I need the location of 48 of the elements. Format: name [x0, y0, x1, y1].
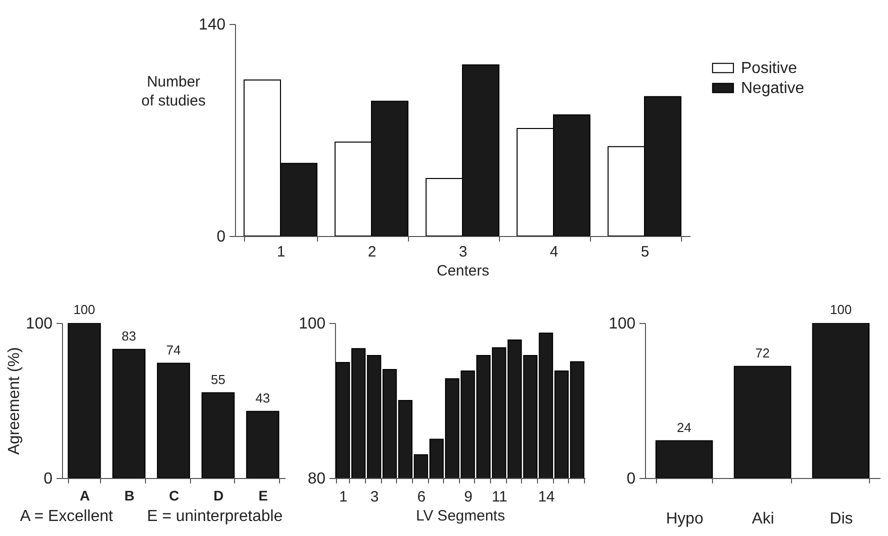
x-tick-label: 11 [492, 488, 508, 506]
bar [112, 348, 146, 478]
data-label: 74 [166, 342, 181, 358]
bar [734, 366, 792, 478]
y-tick-label: 0 [44, 470, 53, 488]
bar [246, 410, 280, 478]
bar [655, 440, 713, 478]
y-axis-title: Agreement (%) [6, 347, 23, 455]
x-tick-label: 5 [640, 244, 650, 260]
text: A = Excellent [20, 508, 113, 526]
data-label: 55 [210, 372, 226, 387]
x-tick-label: B [124, 488, 134, 504]
x-tick-label: 4 [550, 244, 558, 260]
bar [68, 323, 101, 478]
x-tick-label: E [258, 488, 268, 504]
data-label: 43 [255, 390, 270, 406]
y-tick-label: 0 [216, 228, 226, 246]
y-tick-label: 0 [626, 470, 636, 488]
data-label: 24 [676, 420, 692, 435]
bar [202, 392, 235, 478]
text: E = uninterpretable [146, 508, 283, 526]
bar [156, 362, 190, 478]
x-tick-label: 1 [339, 488, 348, 506]
x-tick-label: Aki [752, 510, 774, 528]
bar [812, 323, 870, 478]
y-axis-title: Number of studies [141, 74, 206, 110]
x-tick-label: 14 [538, 488, 555, 506]
x-tick-label: A [80, 488, 90, 504]
legend-label: Negative [741, 80, 804, 97]
x-tick-label: Hypo [666, 510, 704, 528]
x-axis-title: Centers [436, 262, 490, 280]
x-tick-label: 6 [417, 488, 426, 506]
y-tick-label: 140 [198, 16, 226, 34]
x-tick-label: 2 [368, 244, 376, 260]
data-label: 100 [830, 302, 852, 317]
x-tick-label: 9 [464, 488, 472, 506]
x-tick-label: 3 [458, 244, 468, 260]
y-tick-label: 80 [308, 470, 326, 488]
x-tick-label: D [214, 488, 224, 504]
data-label: 72 [755, 345, 770, 360]
data-label: 100 [73, 302, 96, 317]
data-label: 83 [122, 328, 136, 344]
x-tick-label: 1 [276, 244, 286, 260]
legend-label: Positive [741, 60, 798, 77]
x-tick-label: 3 [370, 488, 379, 506]
x-tick-label: C [168, 488, 180, 504]
x-tick-label: Dis [830, 510, 853, 528]
x-axis-title: LV Segments [416, 508, 505, 524]
